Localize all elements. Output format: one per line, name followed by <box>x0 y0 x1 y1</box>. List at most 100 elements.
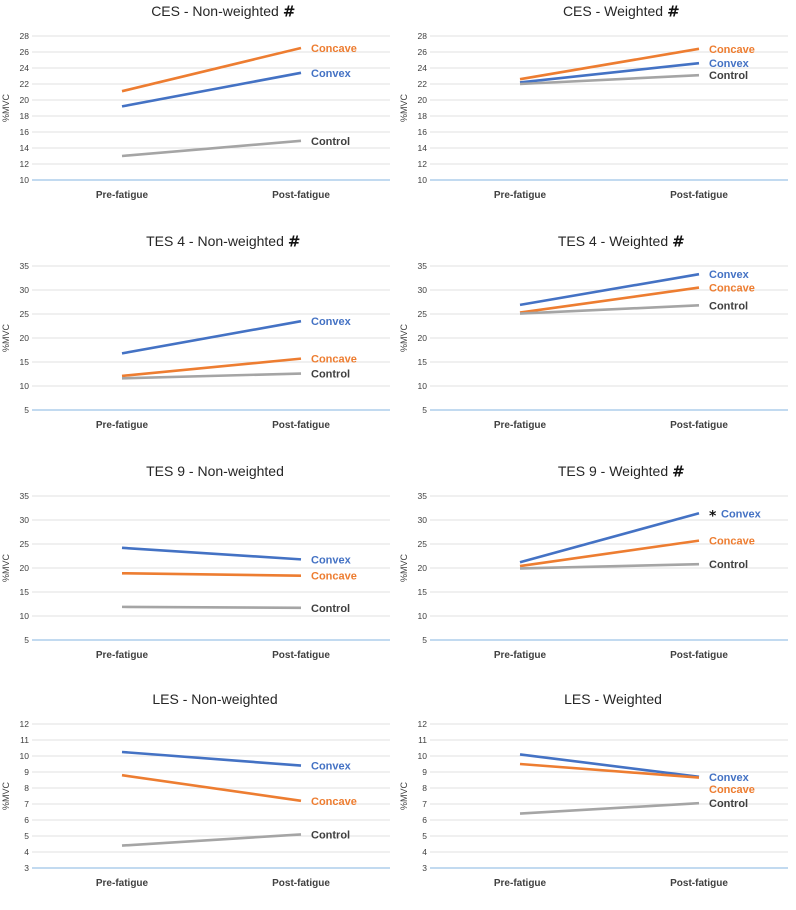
y-tick-label: 4 <box>24 847 29 857</box>
chart-tes-9-non-weighted: TES 9 - Non-weighted 5 10 15 20 25 30 35 %MVC Pre… <box>0 460 398 682</box>
y-tick-label: 9 <box>422 767 427 777</box>
y-tick-label: 30 <box>20 515 30 525</box>
series-label-convex: Convex <box>311 761 352 773</box>
y-tick-label: 20 <box>20 95 30 105</box>
y-tick-label: 10 <box>418 751 428 761</box>
y-tick-label: 5 <box>24 831 29 841</box>
series-line-control <box>121 139 302 158</box>
y-tick-label: 30 <box>418 515 428 525</box>
series-label-convex: Convex <box>709 772 750 784</box>
y-tick-label: 9 <box>24 767 29 777</box>
x-category-label-pre-fatigue: Pre-fatigue <box>494 878 547 889</box>
x-category-label-post-fatigue: Post-fatigue <box>670 420 728 431</box>
chart-grid: CES - Non-weighted #10 12 14 16 18 20 22 24 26 28%… <box>0 0 796 889</box>
series-label-concave: Concave <box>311 354 357 366</box>
chart-tes-4-weighted: TES 4 - Weighted #5 10 15 20 25 30 35 %MVC Pre-fa… <box>398 230 796 452</box>
y-tick-label: 7 <box>422 799 427 809</box>
y-axis-label: %MVC <box>1 554 11 583</box>
y-tick-label: 5 <box>422 405 427 415</box>
series-line-control <box>519 304 700 315</box>
y-tick-label: 24 <box>418 63 428 73</box>
series-line-concave <box>121 571 302 577</box>
y-tick-label: 15 <box>20 587 30 597</box>
significance-hash-marker: # <box>288 233 301 251</box>
x-category-label-pre-fatigue: Pre-fatigue <box>96 650 149 661</box>
series-line-control <box>121 833 302 847</box>
chart-svg-tes-9-non-weighted: TES 9 - Non-weighted 5 10 15 20 25 30 35 %MVC Pre… <box>1 463 390 661</box>
x-category-label-pre-fatigue: Pre-fatigue <box>494 190 547 201</box>
y-tick-label: 18 <box>418 111 428 121</box>
y-tick-label: 14 <box>418 143 428 153</box>
y-tick-label: 35 <box>418 491 428 501</box>
series-label-concave: Concave <box>311 43 357 55</box>
series-line-control <box>519 73 700 86</box>
series-line-concave <box>519 286 700 314</box>
series-label-convex: Convex <box>709 58 750 70</box>
y-tick-label: 10 <box>20 381 30 391</box>
series-line-convex <box>121 750 302 767</box>
y-tick-label: 10 <box>20 751 30 761</box>
y-tick-label: 28 <box>418 31 428 41</box>
y-tick-label: 25 <box>418 539 428 549</box>
series-line-concave <box>121 773 302 803</box>
series-line-concave <box>519 47 700 81</box>
series-line-control <box>121 372 302 380</box>
chart-ces-weighted: CES - Weighted #10 12 14 16 18 20 22 24 26 28 %MVC P… <box>398 0 796 222</box>
chart-ces-non-weighted: CES - Non-weighted #10 12 14 16 18 20 22 24 26 28%… <box>0 0 398 222</box>
chart-svg-tes-4-weighted: TES 4 - Weighted #5 10 15 20 25 30 35 %MVC Pre-fa… <box>399 233 788 431</box>
y-tick-label: 20 <box>20 563 30 573</box>
y-tick-label: 4 <box>422 847 427 857</box>
y-axis-label: %MVC <box>399 94 409 123</box>
y-tick-label: 25 <box>20 539 30 549</box>
y-tick-label: 7 <box>24 799 29 809</box>
y-tick-label: 12 <box>20 719 30 729</box>
chart-svg-tes-4-non-weighted: TES 4 - Non-weighted #5 10 15 20 25 30 35 %MVC Pr… <box>1 233 390 431</box>
significance-hash-marker: # <box>672 463 685 481</box>
x-category-label-pre-fatigue: Pre-fatigue <box>494 650 547 661</box>
chart-title: TES 4 - Weighted <box>558 233 668 249</box>
y-tick-label: 20 <box>418 95 428 105</box>
series-label-convex: Convex <box>311 316 352 328</box>
y-tick-label: 25 <box>20 309 30 319</box>
chart-svg-ces-non-weighted: CES - Non-weighted #10 12 14 16 18 20 22 24 26 28%… <box>1 3 390 201</box>
series-label-control: Control <box>709 798 748 810</box>
y-tick-label: 24 <box>20 63 30 73</box>
y-tick-label: 25 <box>418 309 428 319</box>
y-tick-label: 20 <box>418 333 428 343</box>
chart-svg-ces-weighted: CES - Weighted #10 12 14 16 18 20 22 24 26 28 %MVC P… <box>399 3 788 201</box>
y-tick-label: 8 <box>24 783 29 793</box>
x-category-label-post-fatigue: Post-fatigue <box>670 190 728 201</box>
series-label-concave: Concave <box>709 44 755 56</box>
y-axis-label: %MVC <box>1 782 11 811</box>
series-label-convex: Convex <box>709 269 750 281</box>
series-label-concave: Concave <box>311 796 357 808</box>
y-tick-label: 14 <box>20 143 30 153</box>
x-category-label-post-fatigue: Post-fatigue <box>670 650 728 661</box>
chart-les-weighted: LES - Weighted 3 4 5 6 7 8 9 10 11 12 %MVC Pre-fatig… <box>398 688 796 910</box>
series-label-control: Control <box>709 559 748 571</box>
significance-hash-marker: # <box>667 3 680 21</box>
y-tick-label: 22 <box>418 79 428 89</box>
chart-title: LES - Weighted <box>564 691 662 707</box>
y-tick-label: 6 <box>422 815 427 825</box>
significance-hash-marker: # <box>283 3 296 21</box>
y-tick-label: 30 <box>418 285 428 295</box>
y-tick-label: 16 <box>20 127 30 137</box>
x-category-label-pre-fatigue: Pre-fatigue <box>96 878 149 889</box>
y-axis-label: %MVC <box>1 94 11 123</box>
series-label-control: Control <box>311 369 350 381</box>
series-label-convex: Convex <box>721 508 762 520</box>
series-line-convex <box>121 546 302 561</box>
y-tick-label: 8 <box>422 783 427 793</box>
significance-hash-marker: # <box>672 233 685 251</box>
y-tick-label: 18 <box>20 111 30 121</box>
y-tick-label: 16 <box>418 127 428 137</box>
series-line-convex <box>519 272 700 307</box>
y-tick-label: 35 <box>20 491 30 501</box>
y-tick-label: 20 <box>418 563 428 573</box>
series-line-concave <box>121 46 302 93</box>
y-axis-label: %MVC <box>1 324 11 353</box>
y-tick-label: 5 <box>24 635 29 645</box>
series-line-concave <box>121 357 302 378</box>
series-label-concave: Concave <box>709 784 755 796</box>
